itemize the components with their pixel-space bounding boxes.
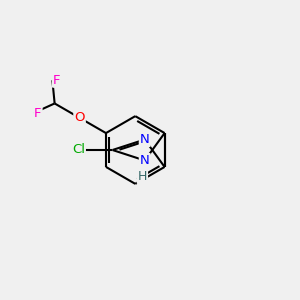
Text: H: H	[138, 170, 147, 183]
Text: N: N	[140, 154, 150, 167]
Text: F: F	[53, 74, 61, 87]
Text: Cl: Cl	[72, 143, 85, 157]
Text: F: F	[34, 106, 42, 120]
Text: O: O	[74, 111, 85, 124]
Text: N: N	[140, 133, 150, 146]
